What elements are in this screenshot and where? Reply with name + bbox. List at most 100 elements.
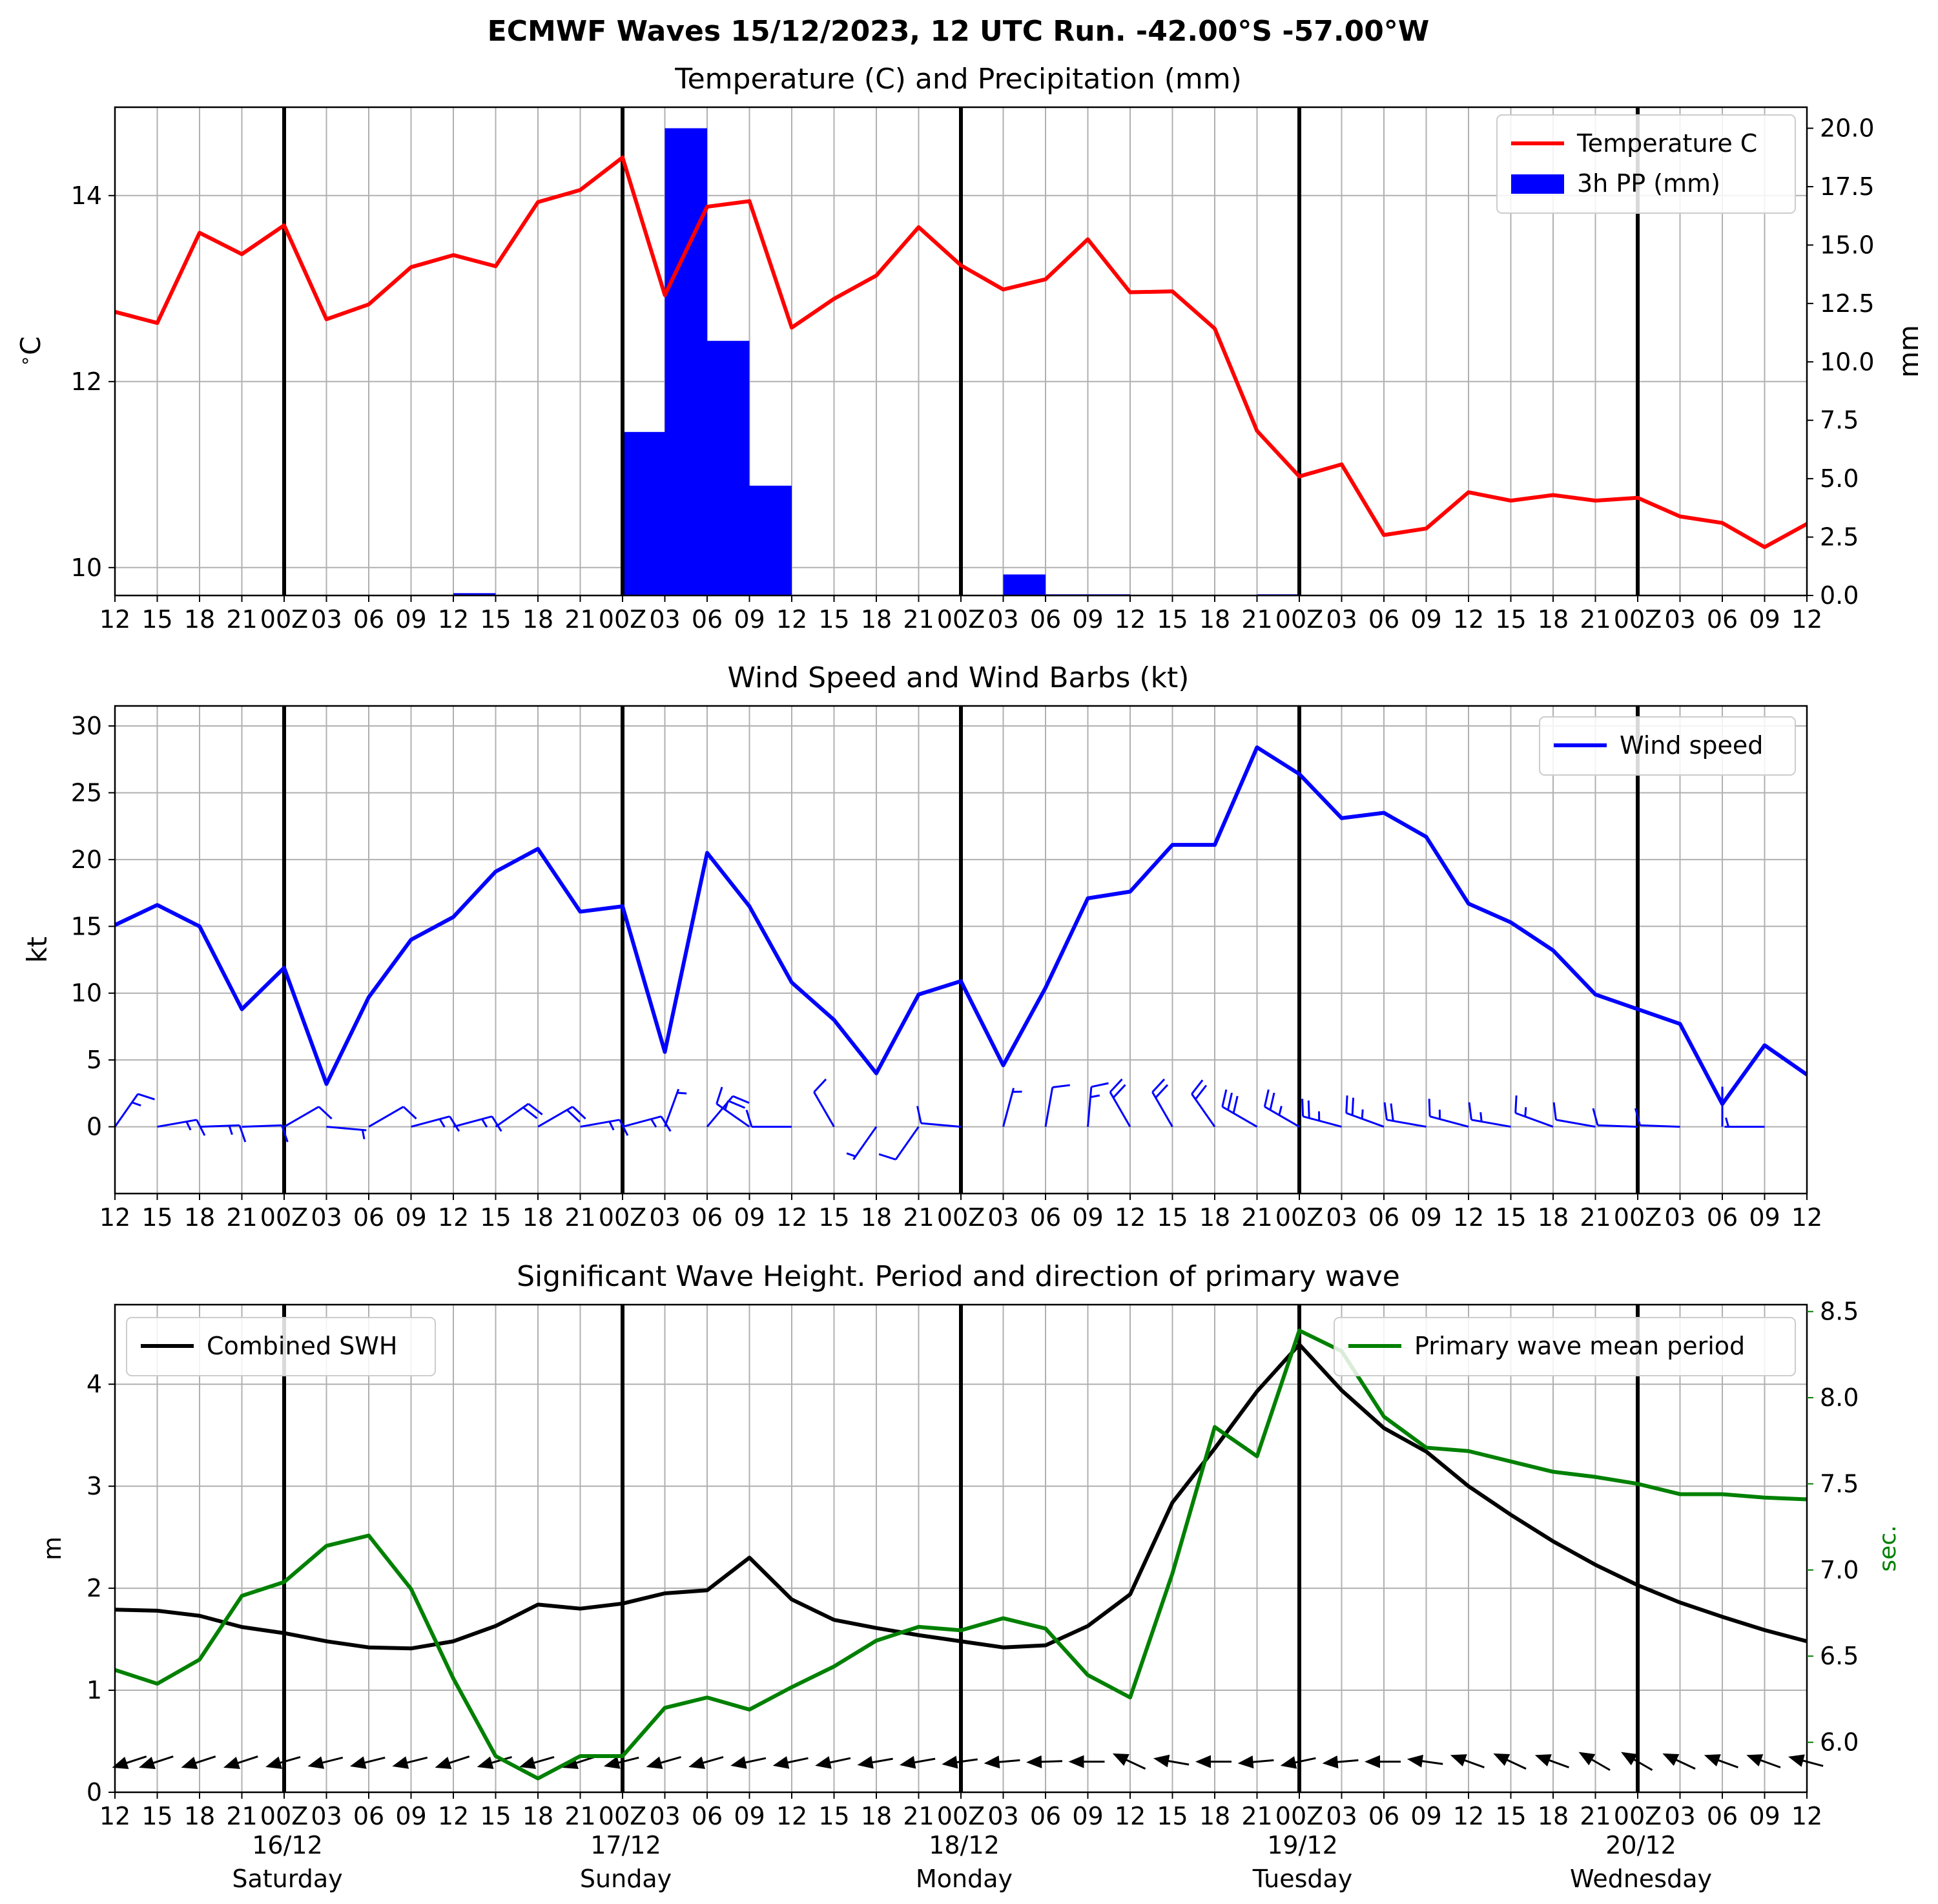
- temp-xtick-label: 18: [861, 605, 892, 634]
- wind-barb: [1301, 1099, 1342, 1128]
- wave-direction-arrow: [730, 1756, 767, 1769]
- temp-ytick-right-label: 0.0: [1820, 581, 1859, 610]
- wind-barb-half-flag: [1090, 1094, 1100, 1099]
- wave-arrow-head: [1662, 1753, 1680, 1766]
- wave-arrow-head: [435, 1756, 452, 1769]
- wind-barb: [1468, 1102, 1511, 1128]
- wave-direction-arrow: [1195, 1755, 1232, 1768]
- wind-barb-flag: [1468, 1102, 1472, 1120]
- wave-ylabel: m: [38, 1537, 67, 1560]
- wave-arrow-head: [112, 1756, 129, 1769]
- wind-barb-flag: [878, 1153, 896, 1161]
- wave-xtick-label: 12: [1453, 1802, 1484, 1830]
- wave-arrow-head: [857, 1755, 874, 1769]
- wind-barb-flag: [566, 1109, 581, 1123]
- temp-xtick-label: 18: [1538, 605, 1569, 634]
- wind-xtick-label: 12: [776, 1203, 807, 1232]
- wind-barb: [1151, 1078, 1173, 1128]
- wave-ytick-right-label: 7.5: [1820, 1469, 1859, 1498]
- wind-ylabel: kt: [21, 936, 53, 963]
- wind-barb-shaft: [716, 1102, 750, 1128]
- temp-xtick-label: 06: [1030, 605, 1061, 634]
- wind-barb-shaft: [852, 1126, 878, 1161]
- temp-xtick-label: 12: [776, 605, 807, 634]
- wind-barb-flag: [1428, 1099, 1431, 1117]
- wave-xtick-label: 06: [353, 1802, 384, 1830]
- legend-label: Wind speed: [1620, 731, 1763, 760]
- temp-xtick-label: 15: [480, 605, 511, 634]
- wind-barb-shaft: [283, 1106, 320, 1128]
- wave-direction-arrow: [942, 1755, 978, 1769]
- precip-bar: [749, 485, 792, 595]
- wind-xtick-label: 18: [184, 1203, 215, 1232]
- temp-xtick-label: 03: [1326, 605, 1357, 634]
- wave-xtick-label: 00Z: [260, 1802, 308, 1830]
- wave-xtick-label: 06: [1707, 1802, 1738, 1830]
- swh-legend: Combined SWH: [126, 1317, 436, 1376]
- wave-direction-arrow: [1068, 1755, 1105, 1768]
- day-date-label: 20/12: [1605, 1831, 1676, 1859]
- temperature-panel-title: Temperature (C) and Precipitation (mm): [674, 63, 1242, 96]
- legend-box: [1334, 1317, 1796, 1376]
- degree-symbol: ∘: [14, 355, 36, 367]
- temp-ytick-right-label: 7.5: [1820, 406, 1859, 435]
- day-name-label: Sunday: [580, 1865, 672, 1893]
- wind-xtick-label: 00Z: [1275, 1203, 1323, 1232]
- wind-barb: [537, 1106, 586, 1128]
- wind-barb-flag: [1592, 1108, 1599, 1126]
- wind-xtick-label: 15: [1495, 1203, 1526, 1232]
- wave-xtick-label: 00Z: [1614, 1802, 1662, 1830]
- figure-suptitle: ECMWF Waves 15/12/2023, 12 UTC Run. -42.…: [488, 15, 1430, 48]
- temp-xtick-label: 12: [1115, 605, 1146, 634]
- wind-xtick-label: 09: [1072, 1203, 1103, 1232]
- wave-xtick-label: 21: [903, 1802, 934, 1830]
- temp-ytick-right-label: 5.0: [1820, 464, 1859, 493]
- wind-barb-flag: [1194, 1084, 1208, 1100]
- wind-barb: [916, 1106, 962, 1128]
- wind-barb-flag: [281, 1124, 289, 1143]
- wave-xtick-label: 06: [1030, 1802, 1061, 1830]
- wind-barb-shaft: [453, 1115, 493, 1128]
- wave-arrow-head: [1322, 1755, 1339, 1769]
- wind-barb-half-flag: [1278, 1106, 1283, 1115]
- wind-barb-half-flag: [1361, 1109, 1364, 1119]
- wind-barb-flag: [619, 1119, 629, 1136]
- wind-barb: [114, 1093, 155, 1128]
- wind-barb-flag: [138, 1093, 155, 1101]
- temp-xtick-label: 15: [1157, 605, 1188, 634]
- wave-direction-arrows: [112, 1752, 1824, 1771]
- wave-xtick-label: 21: [1580, 1802, 1611, 1830]
- wind-panel: Wind Speed and Wind Barbs (kt) 0 5 10 15 20 2…: [21, 661, 1822, 1232]
- wind-barb-flag: [449, 1115, 460, 1132]
- temp-ytick-label: 12: [71, 367, 102, 396]
- wind-barb: [283, 1106, 333, 1128]
- temp-xtick-label: 21: [1241, 605, 1272, 634]
- temp-ytick-right-label: 15.0: [1820, 231, 1875, 259]
- wind-barb-half-flag: [650, 1118, 657, 1128]
- wave-arrow-head: [815, 1756, 832, 1769]
- wind-barb: [580, 1119, 629, 1136]
- wind-barb-shaft: [1264, 1106, 1300, 1128]
- legend-box: [1496, 114, 1796, 214]
- temp-xtick-label: 12: [1453, 605, 1484, 634]
- period-legend: Primary wave mean period: [1334, 1317, 1796, 1376]
- wave-xtick-label: 03: [1326, 1802, 1357, 1830]
- wind-xtick-label: 15: [818, 1203, 849, 1232]
- wind-barb-flag: [318, 1106, 333, 1120]
- wind-barb-shaft: [1222, 1106, 1258, 1128]
- wave-arrow-head: [1026, 1755, 1042, 1768]
- wave-ytick-right-label: 6.5: [1820, 1642, 1859, 1670]
- wind-ytick-label: 30: [71, 712, 102, 740]
- wind-xtick-label: 12: [1453, 1203, 1484, 1232]
- temp-xtick-label: 21: [226, 605, 257, 634]
- wave-direction-arrow: [646, 1756, 681, 1769]
- wave-direction-arrow: [181, 1755, 216, 1769]
- wind-barb-flag: [522, 1106, 538, 1119]
- wave-arrow-head: [1365, 1755, 1380, 1768]
- wind-barb-half-flag: [608, 1121, 615, 1131]
- wind-barb: [453, 1115, 502, 1132]
- wave-xtick-label: 00Z: [1275, 1802, 1323, 1830]
- wave-direction-arrow: [519, 1756, 555, 1769]
- day-name-label: Tuesday: [1252, 1865, 1353, 1893]
